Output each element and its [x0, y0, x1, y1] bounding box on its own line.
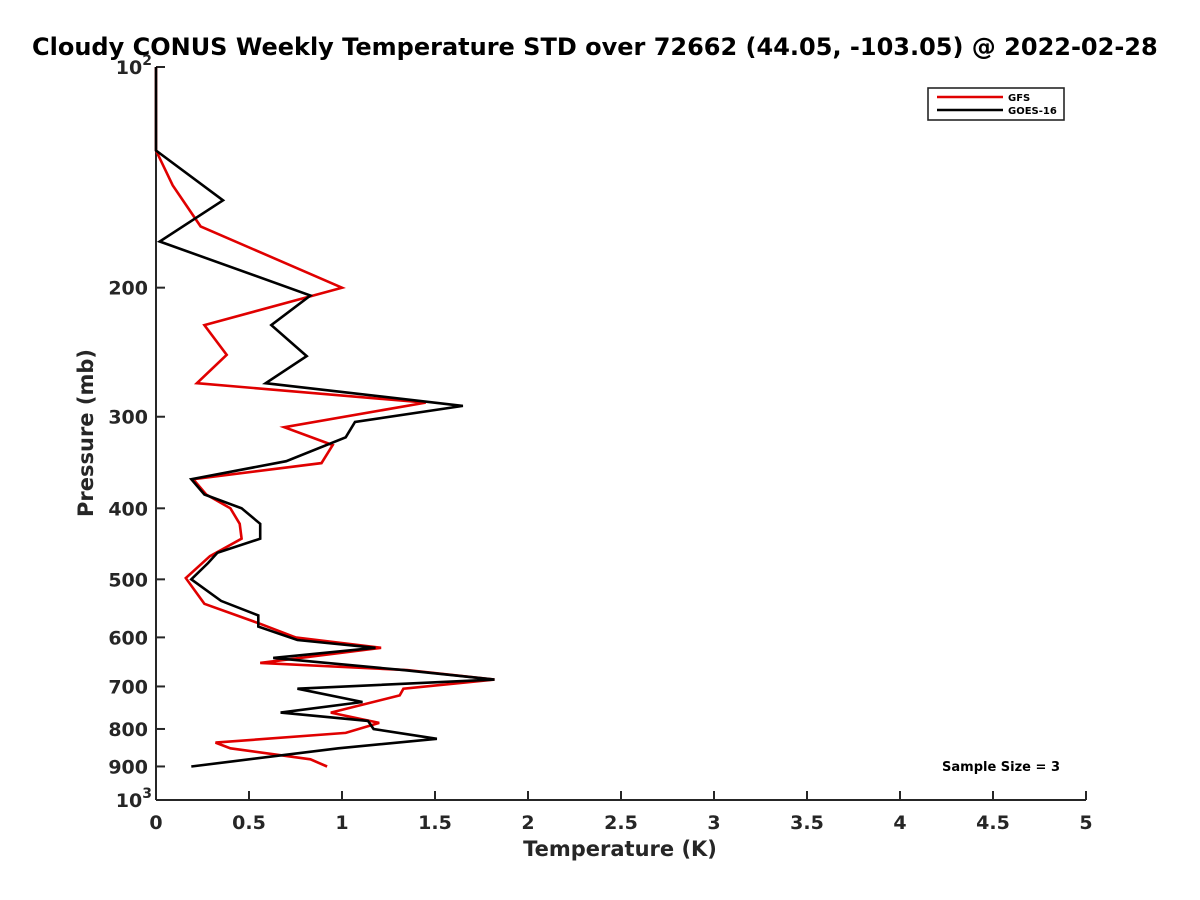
x-tick-label: 0: [149, 812, 162, 834]
y-tick-label: 300: [108, 407, 148, 429]
series-line-gfs: [154, 67, 495, 768]
y-tick-label: 500: [108, 569, 148, 591]
legend: GFS GOES-16: [927, 87, 1065, 121]
series-lines: [154, 67, 495, 768]
legend-box: [927, 87, 1065, 121]
tick-labels: 0 0.5 1 1.5 2 2.5 3 3.5 4 4.5 5 102 200 300 400 500 600 7…: [108, 53, 1092, 834]
series-line-goes-16: [154, 67, 495, 768]
x-tick-label: 5: [1079, 812, 1092, 834]
x-tick-label: 2: [521, 812, 534, 834]
x-tick-label: 3.5: [790, 812, 824, 834]
y-tick-label: 102: [116, 53, 152, 79]
chart-title: Cloudy CONUS Weekly Temperature STD over…: [32, 33, 1158, 61]
x-tick-label: 2.5: [604, 812, 638, 834]
x-tick-label: 4: [893, 812, 906, 834]
x-tick-label: 1: [335, 812, 348, 834]
y-tick-label: 700: [108, 676, 148, 698]
y-axis-title: Pressure (mb): [74, 349, 98, 517]
y-tick-label: 103: [116, 786, 152, 812]
y-tick-label: 800: [108, 719, 148, 741]
y-tick-label: 200: [108, 278, 148, 300]
sample-size-annotation: Sample Size = 3: [942, 760, 1060, 775]
x-tick-label: 1.5: [418, 812, 452, 834]
x-tick-label: 4.5: [976, 812, 1010, 834]
x-tick-label: 3: [707, 812, 720, 834]
axes: [155, 66, 1087, 801]
y-tick-label: 900: [108, 756, 148, 778]
y-tick-label: 400: [108, 498, 148, 520]
y-tick-label: 600: [108, 627, 148, 649]
x-tick-label: 0.5: [232, 812, 266, 834]
legend-label-gfs: GFS: [1008, 93, 1030, 104]
legend-label-goes-16: GOES-16: [1008, 106, 1057, 117]
x-axis-title: Temperature (K): [523, 837, 717, 861]
